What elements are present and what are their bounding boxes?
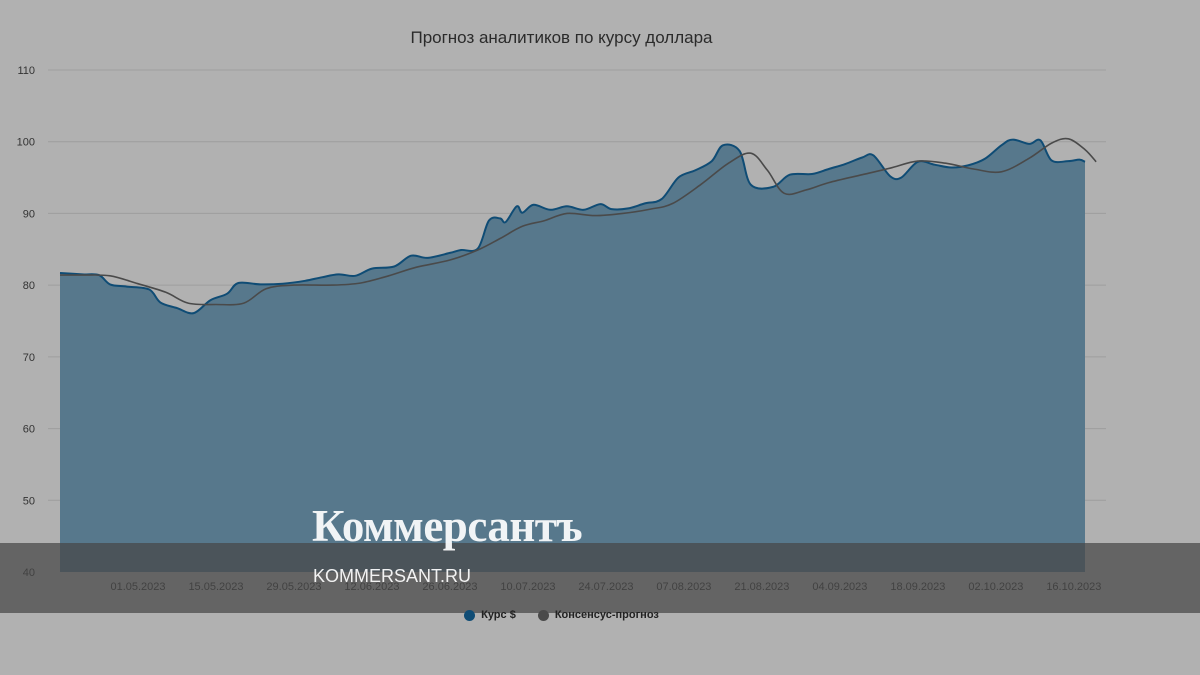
legend-marker-rate xyxy=(464,609,476,621)
watermark-logo: Коммерсантъ xyxy=(312,501,583,551)
y-tick-label: 80 xyxy=(23,280,35,292)
y-tick-label: 100 xyxy=(17,137,35,149)
watermark-url: KOMMERSANT.RU xyxy=(313,566,472,586)
y-tick-label: 90 xyxy=(23,208,35,220)
legend-item-rate[interactable]: Курс $ xyxy=(464,609,516,621)
chart-legend: Курс $ Консенсус-прогноз xyxy=(0,609,1123,621)
legend-marker-consensus xyxy=(537,609,549,621)
chart-title: Прогноз аналитиков по курсу доллара xyxy=(410,28,713,47)
line-layer xyxy=(59,137,1097,315)
area-layer xyxy=(60,139,1085,573)
y-tick-label: 110 xyxy=(17,65,35,77)
y-axis-ticks: 405060708090100110 xyxy=(17,65,35,579)
y-tick-label: 50 xyxy=(23,495,35,507)
y-tick-label: 60 xyxy=(23,424,35,436)
watermark-band xyxy=(0,543,1200,613)
y-tick-label: 70 xyxy=(23,352,35,364)
series-line-rate xyxy=(59,138,1086,315)
series-line-consensus xyxy=(59,137,1097,306)
legend-label-consensus: Консенсус-прогноз xyxy=(554,609,659,621)
legend-item-consensus[interactable]: Консенсус-прогноз xyxy=(537,609,659,621)
series-area-rate xyxy=(60,139,1085,573)
legend-label-rate: Курс $ xyxy=(481,609,516,621)
